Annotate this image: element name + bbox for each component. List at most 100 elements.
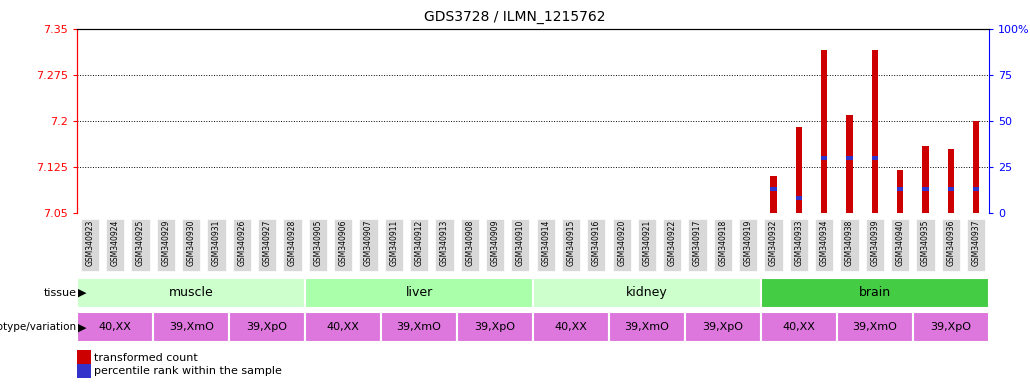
Text: GSM340913: GSM340913 xyxy=(440,220,449,266)
Text: GSM340928: GSM340928 xyxy=(288,220,297,266)
Text: GSM340911: GSM340911 xyxy=(389,220,399,266)
Text: tissue: tissue xyxy=(43,288,76,298)
FancyBboxPatch shape xyxy=(305,278,533,308)
FancyBboxPatch shape xyxy=(891,218,909,271)
Bar xyxy=(847,115,853,213)
FancyBboxPatch shape xyxy=(613,218,630,271)
Text: GSM340906: GSM340906 xyxy=(339,220,347,266)
Text: 39,XpO: 39,XpO xyxy=(930,322,971,333)
Text: GSM340912: GSM340912 xyxy=(415,220,423,266)
FancyBboxPatch shape xyxy=(309,218,327,271)
Text: transformed count: transformed count xyxy=(94,353,198,362)
FancyBboxPatch shape xyxy=(233,218,251,271)
FancyBboxPatch shape xyxy=(740,218,757,271)
Bar xyxy=(770,176,777,213)
Text: GSM340920: GSM340920 xyxy=(617,220,626,266)
Text: GSM340930: GSM340930 xyxy=(186,220,196,266)
Text: 39,XpO: 39,XpO xyxy=(246,322,287,333)
FancyBboxPatch shape xyxy=(913,312,989,343)
Bar xyxy=(948,187,954,191)
FancyBboxPatch shape xyxy=(537,218,555,271)
FancyBboxPatch shape xyxy=(106,218,125,271)
Text: 39,XmO: 39,XmO xyxy=(169,322,213,333)
Bar xyxy=(821,156,827,160)
Text: GSM340907: GSM340907 xyxy=(364,220,373,266)
Text: 40,XX: 40,XX xyxy=(554,322,587,333)
Text: GSM340905: GSM340905 xyxy=(313,220,322,266)
Text: 39,XpO: 39,XpO xyxy=(702,322,744,333)
FancyBboxPatch shape xyxy=(334,218,352,271)
Text: muscle: muscle xyxy=(169,286,213,299)
Text: GSM340909: GSM340909 xyxy=(490,220,500,266)
Text: GSM340918: GSM340918 xyxy=(719,220,727,266)
FancyBboxPatch shape xyxy=(359,218,378,271)
FancyBboxPatch shape xyxy=(182,218,200,271)
FancyBboxPatch shape xyxy=(486,218,504,271)
Text: GSM340940: GSM340940 xyxy=(896,220,904,266)
Text: liver: liver xyxy=(406,286,433,299)
FancyBboxPatch shape xyxy=(157,218,175,271)
FancyBboxPatch shape xyxy=(836,312,913,343)
FancyBboxPatch shape xyxy=(609,312,685,343)
Text: GSM340925: GSM340925 xyxy=(136,220,145,266)
FancyBboxPatch shape xyxy=(761,312,836,343)
FancyBboxPatch shape xyxy=(305,312,381,343)
FancyBboxPatch shape xyxy=(761,278,989,308)
Text: 39,XmO: 39,XmO xyxy=(853,322,897,333)
FancyBboxPatch shape xyxy=(917,218,934,271)
Text: GSM340938: GSM340938 xyxy=(845,220,854,266)
Text: GSM340922: GSM340922 xyxy=(667,220,677,266)
FancyBboxPatch shape xyxy=(815,218,833,271)
FancyBboxPatch shape xyxy=(587,218,606,271)
FancyBboxPatch shape xyxy=(533,312,609,343)
FancyBboxPatch shape xyxy=(663,218,682,271)
Text: GSM340926: GSM340926 xyxy=(237,220,246,266)
Text: GSM340931: GSM340931 xyxy=(212,220,221,266)
Text: 39,XmO: 39,XmO xyxy=(624,322,670,333)
Text: GSM340919: GSM340919 xyxy=(744,220,753,266)
FancyBboxPatch shape xyxy=(259,218,276,271)
Text: 39,XpO: 39,XpO xyxy=(475,322,516,333)
Text: 40,XX: 40,XX xyxy=(99,322,132,333)
FancyBboxPatch shape xyxy=(436,218,453,271)
Text: GSM340924: GSM340924 xyxy=(111,220,119,266)
Text: GSM340915: GSM340915 xyxy=(566,220,576,266)
FancyBboxPatch shape xyxy=(384,218,403,271)
Text: GSM340917: GSM340917 xyxy=(693,220,702,266)
Text: GSM340929: GSM340929 xyxy=(162,220,170,266)
Bar xyxy=(796,196,802,200)
FancyBboxPatch shape xyxy=(77,278,305,308)
Text: 39,XmO: 39,XmO xyxy=(397,322,442,333)
Text: GSM340910: GSM340910 xyxy=(516,220,525,266)
Bar xyxy=(821,50,827,213)
FancyBboxPatch shape xyxy=(132,218,149,271)
FancyBboxPatch shape xyxy=(562,218,580,271)
Text: 40,XX: 40,XX xyxy=(783,322,816,333)
Text: genotype/variation: genotype/variation xyxy=(0,322,76,333)
FancyBboxPatch shape xyxy=(283,218,302,271)
Bar xyxy=(922,146,929,213)
Bar xyxy=(948,149,954,213)
Text: GSM340937: GSM340937 xyxy=(971,220,981,266)
FancyBboxPatch shape xyxy=(457,312,533,343)
Bar xyxy=(973,121,980,213)
Text: GSM340908: GSM340908 xyxy=(466,220,474,266)
FancyBboxPatch shape xyxy=(967,218,986,271)
Bar xyxy=(770,187,777,191)
Bar xyxy=(922,187,929,191)
Bar xyxy=(847,156,853,160)
Bar xyxy=(796,127,802,213)
FancyBboxPatch shape xyxy=(714,218,732,271)
FancyBboxPatch shape xyxy=(410,218,428,271)
FancyBboxPatch shape xyxy=(764,218,783,271)
Text: GSM340935: GSM340935 xyxy=(921,220,930,266)
FancyBboxPatch shape xyxy=(229,312,305,343)
Text: ▶: ▶ xyxy=(78,288,87,298)
Text: GSM340939: GSM340939 xyxy=(870,220,880,266)
FancyBboxPatch shape xyxy=(381,312,457,343)
Text: GSM340932: GSM340932 xyxy=(769,220,778,266)
FancyBboxPatch shape xyxy=(77,312,153,343)
Text: percentile rank within the sample: percentile rank within the sample xyxy=(94,366,281,376)
FancyBboxPatch shape xyxy=(533,278,761,308)
FancyBboxPatch shape xyxy=(685,312,761,343)
